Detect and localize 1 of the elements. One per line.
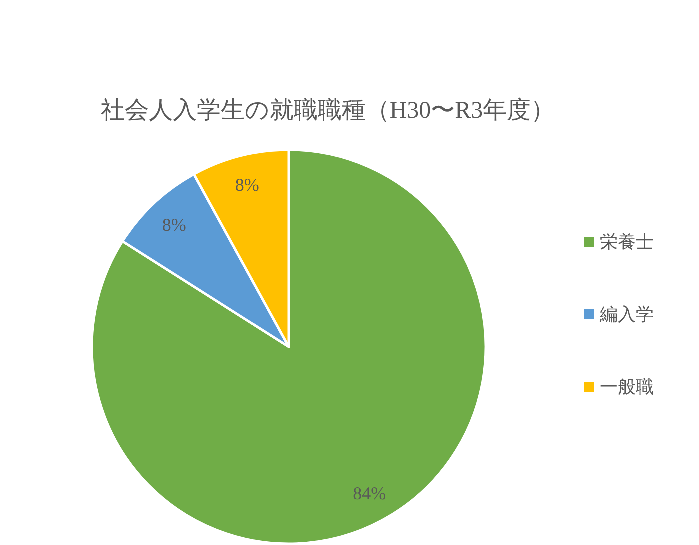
title: 社会人入学生の就職職種（H30〜R3年度） [100, 98, 556, 124]
